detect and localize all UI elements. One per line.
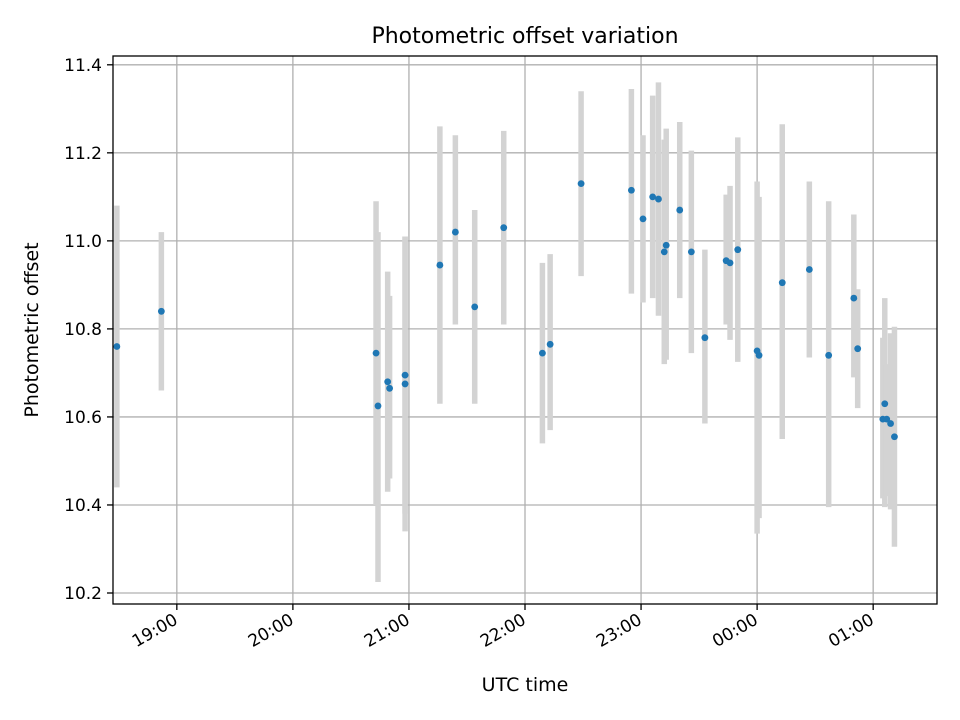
data-point: [649, 193, 657, 201]
data-point: [676, 206, 684, 214]
y-tick-label: 11.4: [64, 56, 102, 76]
y-tick-label: 10.8: [64, 320, 102, 340]
data-point: [372, 349, 380, 357]
data-point: [401, 371, 409, 379]
data-point: [778, 279, 786, 287]
data-point: [726, 259, 734, 267]
data-point: [374, 402, 382, 410]
y-tick-label: 11.2: [64, 144, 102, 164]
data-point: [883, 415, 891, 423]
y-tick-label: 10.4: [64, 496, 102, 516]
data-point: [546, 340, 554, 348]
data-point: [854, 345, 862, 353]
x-axis-label: UTC time: [482, 674, 569, 696]
data-point: [451, 228, 459, 236]
data-point: [734, 246, 742, 254]
data-point: [655, 195, 662, 203]
data-point: [662, 241, 670, 249]
data-point: [805, 266, 813, 273]
data-point: [881, 400, 889, 408]
data-point: [755, 351, 763, 359]
y-tick-label: 10.6: [64, 408, 102, 428]
y-tick-label: 11.0: [64, 232, 102, 252]
data-point: [386, 384, 394, 392]
data-point: [825, 351, 833, 359]
data-point: [627, 186, 635, 194]
data-point: [577, 180, 585, 188]
data-point: [500, 224, 508, 232]
data-point: [887, 420, 894, 427]
data-point: [401, 380, 409, 388]
chart-title: Photometric offset variation: [371, 24, 678, 49]
data-point: [157, 307, 165, 315]
data-point: [471, 303, 479, 311]
data-point: [113, 343, 121, 350]
data-point: [384, 378, 392, 386]
data-point: [539, 349, 546, 357]
data-point: [436, 261, 444, 269]
data-point: [639, 215, 647, 223]
data-point: [687, 248, 695, 256]
data-point: [850, 294, 858, 302]
point-layer: [113, 180, 898, 441]
data-point: [660, 248, 668, 256]
data-point: [701, 334, 709, 342]
y-axis-label: Photometric offset: [21, 242, 43, 417]
data-point: [891, 433, 898, 441]
y-tick-label: 10.2: [64, 584, 102, 604]
